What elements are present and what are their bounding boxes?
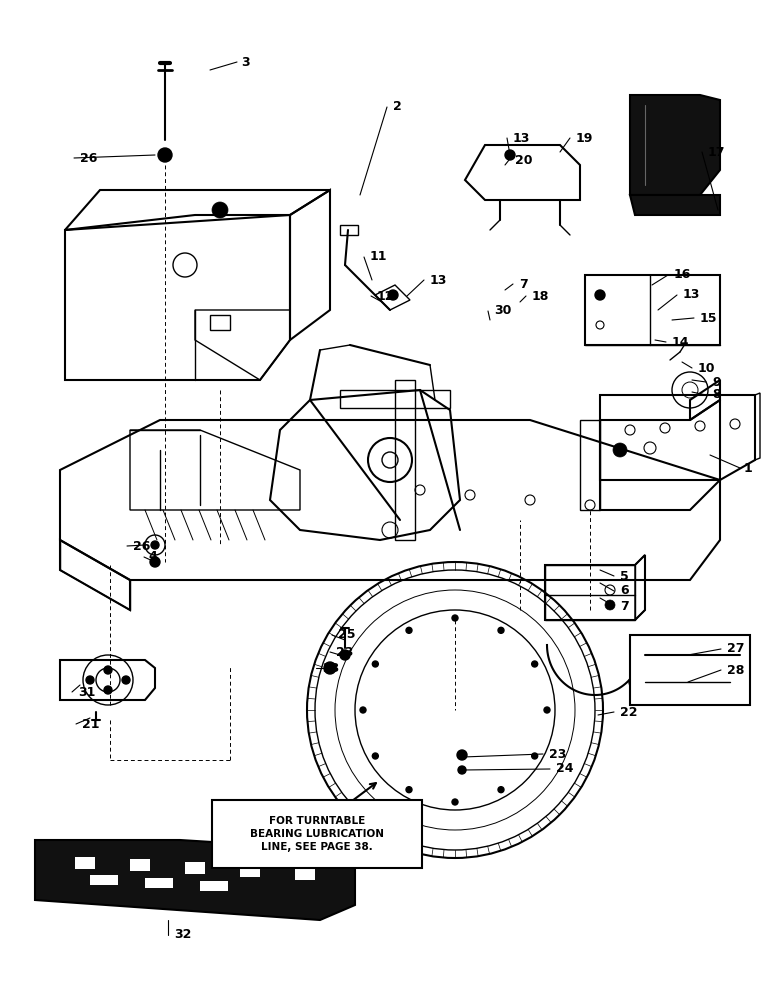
Text: 22: 22	[620, 706, 638, 718]
Text: 7: 7	[519, 277, 528, 290]
Circle shape	[86, 676, 94, 684]
Circle shape	[457, 750, 467, 760]
Circle shape	[360, 707, 366, 713]
Text: 1: 1	[744, 462, 753, 475]
Circle shape	[498, 627, 504, 633]
Circle shape	[104, 666, 112, 674]
Text: 10: 10	[698, 361, 716, 374]
Bar	[185, 862, 205, 874]
Bar	[200, 881, 228, 891]
Text: 20: 20	[515, 153, 533, 166]
Text: 32: 32	[174, 928, 191, 942]
Text: 14: 14	[672, 336, 689, 349]
Text: 9: 9	[712, 375, 720, 388]
Text: 11: 11	[370, 250, 388, 263]
Bar	[90, 875, 118, 885]
Circle shape	[355, 610, 555, 810]
Circle shape	[122, 676, 130, 684]
Text: 13: 13	[430, 273, 448, 286]
Text: 24: 24	[556, 762, 574, 776]
Circle shape	[505, 150, 515, 160]
Text: 8: 8	[712, 388, 720, 401]
Bar	[630, 635, 750, 705]
Text: 12: 12	[377, 290, 394, 302]
Text: 28: 28	[727, 664, 744, 676]
Circle shape	[406, 627, 412, 633]
Polygon shape	[630, 195, 720, 215]
Text: 13: 13	[683, 288, 700, 302]
Text: 6: 6	[620, 584, 628, 597]
Circle shape	[368, 438, 412, 482]
Bar	[212, 800, 422, 868]
Text: 26: 26	[80, 151, 97, 164]
Circle shape	[458, 766, 466, 774]
Bar	[130, 859, 150, 871]
Text: 25: 25	[338, 629, 355, 642]
Text: 13: 13	[513, 131, 530, 144]
Text: 18: 18	[532, 290, 550, 302]
Bar	[340, 225, 358, 235]
Circle shape	[324, 662, 336, 674]
Bar	[240, 865, 260, 877]
Circle shape	[340, 650, 350, 660]
Circle shape	[151, 541, 159, 549]
Polygon shape	[35, 840, 355, 920]
Text: 23: 23	[336, 646, 354, 658]
Text: 7: 7	[620, 599, 628, 612]
Circle shape	[595, 290, 605, 300]
Circle shape	[150, 557, 160, 567]
Text: 5: 5	[620, 570, 628, 582]
Circle shape	[212, 202, 228, 218]
Text: 17: 17	[708, 145, 726, 158]
Circle shape	[605, 600, 615, 610]
Bar	[145, 878, 173, 888]
Circle shape	[388, 290, 398, 300]
Circle shape	[532, 753, 537, 759]
Text: 4: 4	[148, 550, 157, 564]
Text: 21: 21	[82, 718, 100, 730]
Text: 2: 2	[393, 101, 401, 113]
Circle shape	[104, 686, 112, 694]
Text: 30: 30	[494, 304, 511, 318]
Text: 26: 26	[133, 540, 151, 552]
Bar	[295, 868, 315, 880]
Text: 23: 23	[549, 748, 567, 760]
Circle shape	[452, 615, 458, 621]
Text: 19: 19	[576, 131, 594, 144]
Circle shape	[452, 799, 458, 805]
Circle shape	[613, 443, 627, 457]
Text: 33: 33	[322, 662, 339, 674]
Text: 15: 15	[700, 312, 717, 324]
Bar	[75, 857, 95, 869]
Text: 3: 3	[241, 55, 249, 68]
Text: 31: 31	[78, 686, 96, 698]
Circle shape	[406, 787, 412, 793]
Circle shape	[372, 753, 378, 759]
Text: 27: 27	[727, 643, 744, 656]
Text: 16: 16	[674, 268, 692, 282]
Text: FOR TURNTABLE
BEARING LUBRICATION
LINE, SEE PAGE 38.: FOR TURNTABLE BEARING LUBRICATION LINE, …	[250, 816, 384, 852]
Circle shape	[532, 661, 537, 667]
Circle shape	[372, 661, 378, 667]
Circle shape	[544, 707, 550, 713]
Circle shape	[158, 148, 172, 162]
Circle shape	[498, 787, 504, 793]
Polygon shape	[630, 95, 720, 195]
